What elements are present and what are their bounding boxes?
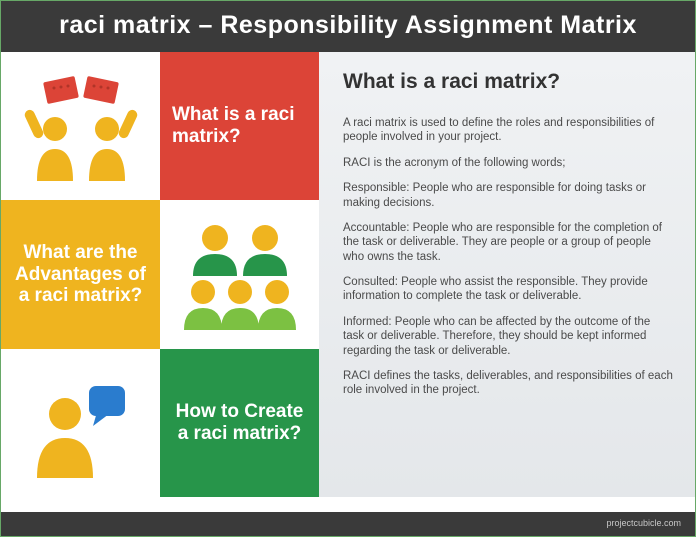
tile-advantages: What are the Advantages of a raci matrix… [1, 200, 160, 348]
content-body: A raci matrix is used to define the role… [343, 116, 673, 398]
group-icon [175, 214, 305, 334]
content-p3: Responsible: People who are responsible … [343, 181, 673, 210]
content-title: What is a raci matrix? [343, 70, 673, 94]
main-content: What is a raci matrix? What are the Adva… [1, 52, 695, 497]
content-p7: RACI defines the tasks, deliverables, an… [343, 369, 673, 398]
chat-person-icon [21, 368, 141, 478]
tile-what-is: What is a raci matrix? [160, 52, 319, 200]
tile-grid: What is a raci matrix? What are the Adva… [1, 52, 319, 497]
content-p5: Consulted: People who assist the respons… [343, 275, 673, 304]
tile-advantages-label: What are the Advantages of a raci matrix… [11, 242, 150, 308]
footer-text: projectcubicle.com [606, 518, 681, 528]
content-panel: What is a raci matrix? A raci matrix is … [319, 52, 695, 497]
content-p6: Informed: People who can be affected by … [343, 315, 673, 358]
tile-what-is-label: What is a raci matrix? [170, 104, 309, 148]
page-footer: projectcubicle.com [1, 512, 695, 536]
tile-icon-people [1, 52, 160, 200]
tile-icon-chat [1, 349, 160, 497]
people-cards-icon [21, 71, 141, 181]
content-p2: RACI is the acronym of the following wor… [343, 156, 673, 170]
content-p1: A raci matrix is used to define the role… [343, 116, 673, 145]
content-p4: Accountable: People who are responsible … [343, 221, 673, 264]
page-title: raci matrix – Responsibility Assignment … [59, 11, 637, 39]
tile-how-to: How to Create a raci matrix? [160, 349, 319, 497]
tile-how-to-label: How to Create a raci matrix? [170, 401, 309, 445]
page-header: raci matrix – Responsibility Assignment … [1, 1, 695, 52]
tile-icon-group [160, 200, 319, 348]
